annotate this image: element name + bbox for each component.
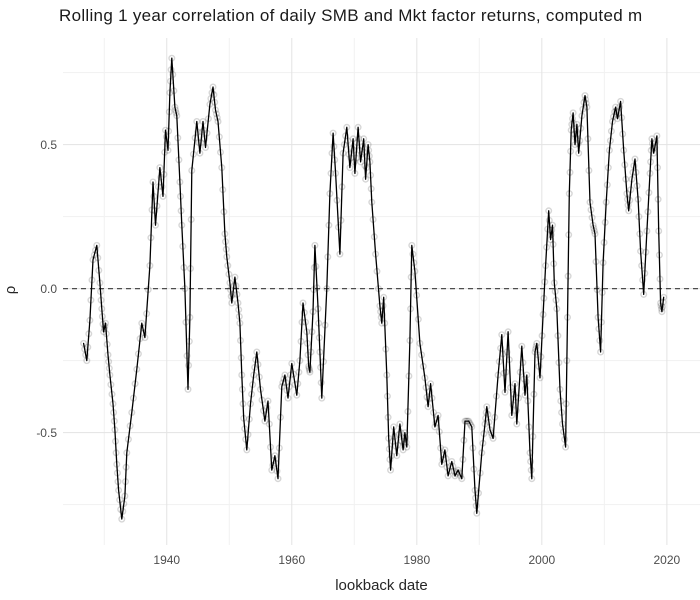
data-point-marker [445,467,453,475]
data-point-marker [457,472,465,480]
y-axis-tick-label: -0.5 [36,425,57,440]
y-axis-tick-label: 0.5 [40,137,57,152]
data-point-marker [454,466,462,474]
x-axis-tick-label: 2020 [653,553,681,567]
data-point-marker [488,432,496,440]
data-point-marker [452,470,460,478]
x-axis-tick-label: 1980 [403,553,431,567]
x-axis-tick-label: 1960 [278,553,306,567]
correlation-line [82,57,665,520]
y-axis-title: ρ [2,285,19,295]
data-point-marker [466,419,474,427]
chart-title: Rolling 1 year correlation of daily SMB … [59,6,643,25]
data-point-marker [467,421,475,429]
x-axis-tick-label: 2000 [528,553,556,567]
data-point-marker [91,246,99,254]
data-point-marker [280,375,288,383]
y-axis-tick-label: 0.0 [40,281,57,296]
x-axis-tick-label: 1940 [153,553,181,567]
x-axis-title: lookback date [335,577,428,594]
